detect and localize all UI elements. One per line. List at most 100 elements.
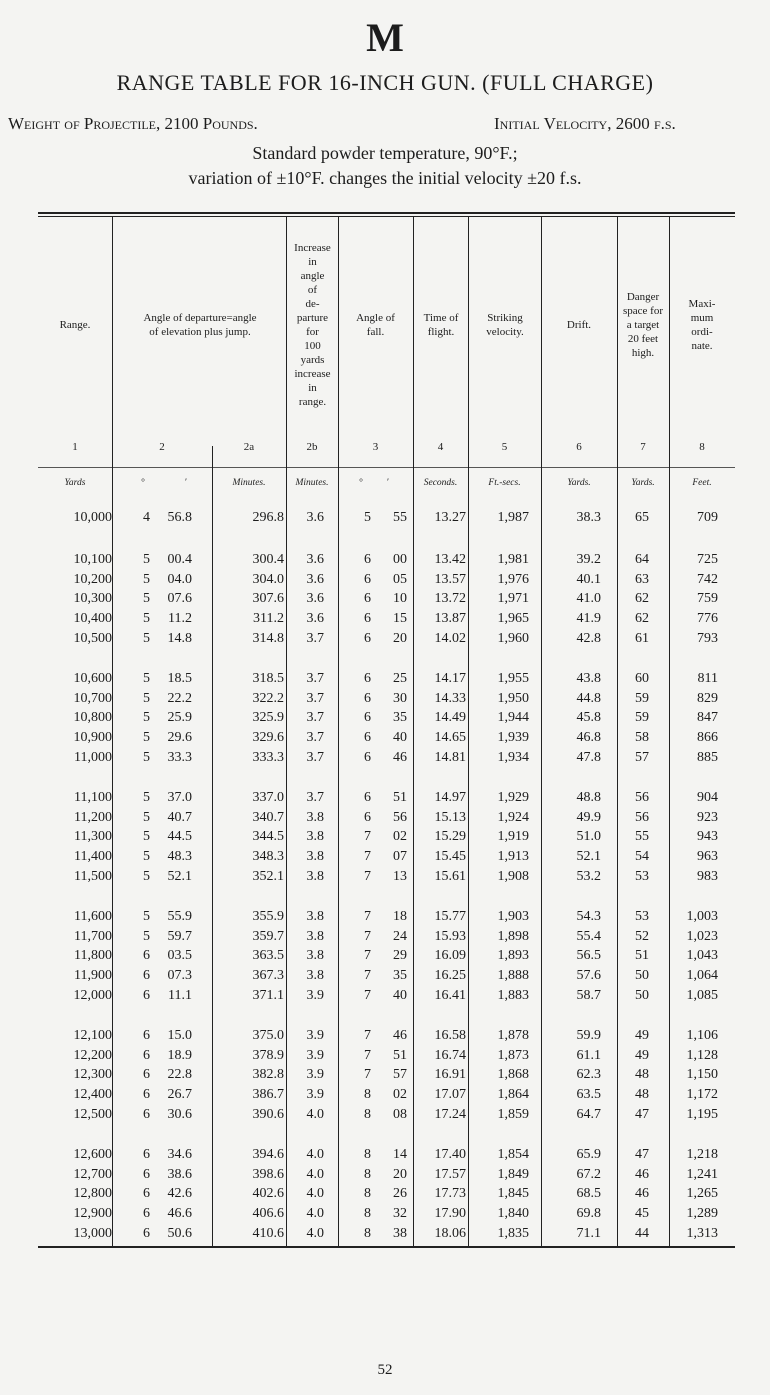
cell-time-of-flight: 16.58: [434, 1027, 467, 1043]
cell-departure-total-minutes: 363.5: [252, 948, 285, 964]
cell-drift: 67.2: [576, 1166, 602, 1182]
header-departure: Angle of departure=angle of elevation pl…: [143, 312, 257, 338]
cell-range: 12,200: [73, 1047, 113, 1063]
cell-departure-minutes: 40.7: [167, 809, 193, 825]
header-increase: Increase in angle of de- parture for 100…: [294, 242, 331, 408]
cell-time-of-flight: 14.65: [434, 730, 467, 746]
cell-striking-velocity: 1,835: [497, 1225, 530, 1241]
cell-danger-space: 57: [635, 749, 649, 765]
table-row: 10,100 5 00.4 300.4 3.6 6 00 13.42 1,981 39.2 64 72…: [38, 550, 735, 570]
cell-departure-total-minutes: 337.0: [252, 789, 285, 805]
cell-time-of-flight: 15.61: [434, 868, 467, 884]
cell-fall-minutes: 02: [393, 1087, 407, 1103]
cell-drift: 38.3: [576, 510, 602, 525]
cell-time-of-flight: 13.27: [434, 510, 467, 525]
cell-fall-degrees: 8: [364, 1166, 371, 1182]
cell-departure-minutes: 03.5: [167, 948, 193, 964]
cell-range: 12,300: [73, 1067, 113, 1083]
cell-time-of-flight: 17.90: [434, 1206, 467, 1222]
cell-departure-minutes: 26.7: [167, 1087, 193, 1103]
cell-departure-total-minutes: 402.6: [252, 1186, 285, 1202]
cell-drift: 41.0: [576, 591, 602, 607]
cell-striking-velocity: 1,934: [497, 749, 530, 765]
cell-fall-minutes: 08: [393, 1106, 407, 1122]
cell-fall-minutes: 29: [393, 948, 407, 964]
cell-increase-per-100-yards: 3.9: [306, 1027, 325, 1043]
cell-time-of-flight: 14.81: [434, 749, 467, 765]
cell-drift: 53.2: [576, 868, 602, 884]
unit-label: Minutes.: [295, 478, 329, 488]
header-angle-of-fall: Angle of fall.: [356, 312, 395, 338]
cell-departure-total-minutes: 390.6: [252, 1106, 285, 1122]
cell-time-of-flight: 17.73: [434, 1186, 467, 1202]
cell-time-of-flight: 15.45: [434, 849, 467, 865]
cell-increase-per-100-yards: 3.8: [306, 849, 325, 865]
cell-drift: 68.5: [576, 1186, 602, 1202]
cell-range: 10,400: [73, 611, 113, 627]
cell-fall-degrees: 7: [364, 948, 371, 964]
cell-time-of-flight: 13.72: [434, 591, 467, 607]
cell-striking-velocity: 1,939: [497, 730, 530, 746]
cell-time-of-flight: 15.77: [434, 908, 467, 924]
cell-departure-degrees: 5: [143, 611, 150, 627]
cell-range: 11,200: [74, 809, 112, 825]
table-row: 12,100 6 15.0 375.0 3.9 7 46 16.58 1,878 59.9 49 1,…: [38, 1026, 735, 1046]
cell-drift: 59.9: [576, 1027, 602, 1043]
table-row: 12,000 6 11.1 371.1 3.9 7 40 16.41 1,883 58.7 50 1,…: [38, 986, 735, 1006]
cell-time-of-flight: 13.42: [434, 551, 467, 567]
cell-danger-space: 46: [635, 1166, 649, 1182]
cell-departure-total-minutes: 382.8: [252, 1067, 285, 1083]
cell-fall-minutes: 56: [393, 809, 407, 825]
cell-drift: 62.3: [576, 1067, 602, 1083]
cell-departure-degrees: 4: [143, 510, 150, 525]
row-group: 10,000 4 56.8 296.8 3.6 5 55 13.27 1,987 38.3 65 70…: [38, 508, 735, 528]
cell-range: 11,300: [74, 829, 112, 845]
row-group: 11,100 5 37.0 337.0 3.7 6 51 14.97 1,929 48.8 56 90…: [38, 788, 735, 887]
cell-maximum-ordinate: 1,241: [686, 1166, 719, 1182]
projectile-weight: Weight of Projectile, 2100 Pounds.: [8, 114, 258, 133]
page-title: RANGE TABLE FOR 16-INCH GUN. (FULL CHARG…: [116, 70, 654, 95]
cell-increase-per-100-yards: 3.7: [306, 710, 325, 726]
cell-departure-degrees: 5: [143, 690, 150, 706]
cell-drift: 40.1: [576, 571, 602, 587]
cell-fall-degrees: 8: [364, 1206, 371, 1222]
cell-departure-degrees: 6: [143, 1166, 150, 1182]
cell-increase-per-100-yards: 3.7: [306, 749, 325, 765]
cell-fall-minutes: 46: [393, 749, 407, 765]
cell-departure-minutes: 11.2: [168, 611, 192, 627]
cell-fall-minutes: 13: [393, 868, 407, 884]
cell-drift: 65.9: [576, 1146, 602, 1162]
cell-time-of-flight: 15.93: [434, 928, 467, 944]
cell-departure-minutes: 34.6: [167, 1146, 193, 1162]
cell-time-of-flight: 13.87: [434, 611, 467, 627]
cell-danger-space: 62: [635, 591, 649, 607]
cell-striking-velocity: 1,908: [497, 868, 530, 884]
cell-departure-minutes: 22.2: [167, 690, 193, 706]
cell-departure-degrees: 5: [143, 749, 150, 765]
cell-danger-space: 53: [635, 868, 649, 884]
cell-fall-degrees: 8: [364, 1146, 371, 1162]
cell-striking-velocity: 1,859: [497, 1106, 530, 1122]
cell-fall-degrees: 6: [364, 789, 371, 805]
top-rule: [38, 212, 735, 214]
cell-fall-minutes: 24: [393, 928, 407, 944]
cell-fall-minutes: 46: [393, 1027, 407, 1043]
column-divider: [212, 446, 213, 1246]
cell-striking-velocity: 1,950: [497, 690, 530, 706]
row-group: 12,600 6 34.6 394.6 4.0 8 14 17.40 1,854 65.9 47 1,…: [38, 1145, 735, 1244]
cell-drift: 44.8: [576, 690, 602, 706]
table-row: 12,300 6 22.8 382.8 3.9 7 57 16.91 1,868 62.3 48 1,…: [38, 1065, 735, 1085]
cell-increase-per-100-yards: 3.9: [306, 987, 325, 1003]
cell-striking-velocity: 1,971: [497, 591, 530, 607]
table-row: 11,500 5 52.1 352.1 3.8 7 13 15.61 1,908 53.2 53 98…: [38, 867, 735, 887]
cell-maximum-ordinate: 1,023: [686, 928, 719, 944]
cell-increase-per-100-yards: 3.9: [306, 1067, 325, 1083]
cell-drift: 56.5: [576, 948, 602, 964]
cell-increase-per-100-yards: 3.8: [306, 809, 325, 825]
cell-fall-minutes: 02: [393, 829, 407, 845]
cell-increase-per-100-yards: 4.0: [306, 1106, 325, 1122]
cell-increase-per-100-yards: 3.8: [306, 908, 325, 924]
cell-departure-degrees: 5: [143, 551, 150, 567]
cell-range: 12,000: [73, 987, 113, 1003]
cell-departure-minutes: 38.6: [167, 1166, 193, 1182]
